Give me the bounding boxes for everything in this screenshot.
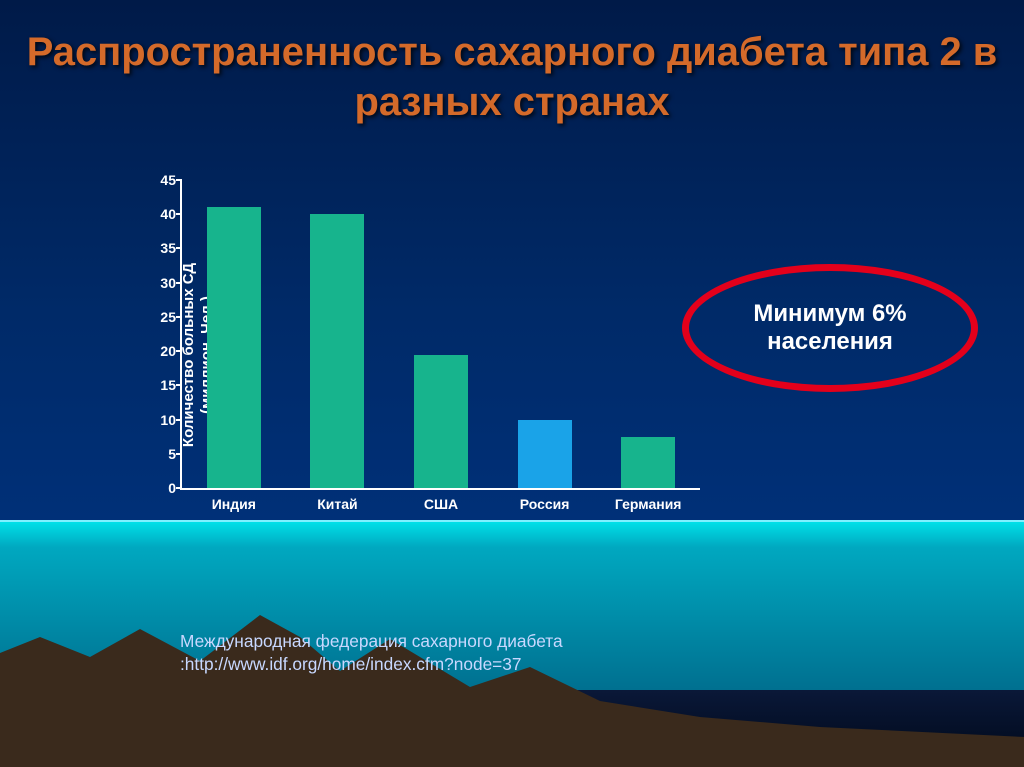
callout-line1: Минимум 6% [692,300,968,328]
source-citation: Международная федерация сахарного диабет… [180,630,563,677]
y-tick-mark [176,453,182,455]
y-tick-mark [176,487,182,489]
y-tick-label: 5 [142,446,176,462]
slide-title: Распространенность сахарного диабета тип… [0,28,1024,128]
y-tick-label: 20 [142,343,176,359]
callout-line2: населения [692,328,968,356]
x-category-label: Индия [212,496,256,512]
bar [518,420,572,488]
y-tick-label: 40 [142,206,176,222]
y-tick-mark [176,179,182,181]
x-category-label: Германия [615,496,682,512]
y-tick-mark [176,384,182,386]
y-tick-mark [176,247,182,249]
y-tick-mark [176,350,182,352]
y-tick-label: 15 [142,377,176,393]
chart-plot-area: 051015202530354045ИндияКитайСШАРоссияГер… [180,180,700,490]
bar [621,437,675,488]
y-tick-label: 30 [142,275,176,291]
background-deep [0,690,1024,767]
y-tick-label: 0 [142,480,176,496]
bar [310,214,364,488]
y-tick-mark [176,282,182,284]
y-tick-mark [176,213,182,215]
x-category-label: Россия [520,496,570,512]
y-tick-label: 35 [142,240,176,256]
source-line1: Международная федерация сахарного диабет… [180,630,563,653]
bar [414,355,468,488]
y-tick-mark [176,419,182,421]
prevalence-bar-chart: Количество больных СД (миллион. Чел.) 05… [80,170,700,540]
x-category-label: Китай [317,496,357,512]
source-line2: :http://www.idf.org/home/index.cfm?node=… [180,653,563,676]
y-tick-label: 10 [142,412,176,428]
callout-text: Минимум 6% населения [692,300,968,356]
x-category-label: США [424,496,458,512]
y-tick-mark [176,316,182,318]
y-tick-label: 45 [142,172,176,188]
y-tick-label: 25 [142,309,176,325]
bar [207,207,261,488]
